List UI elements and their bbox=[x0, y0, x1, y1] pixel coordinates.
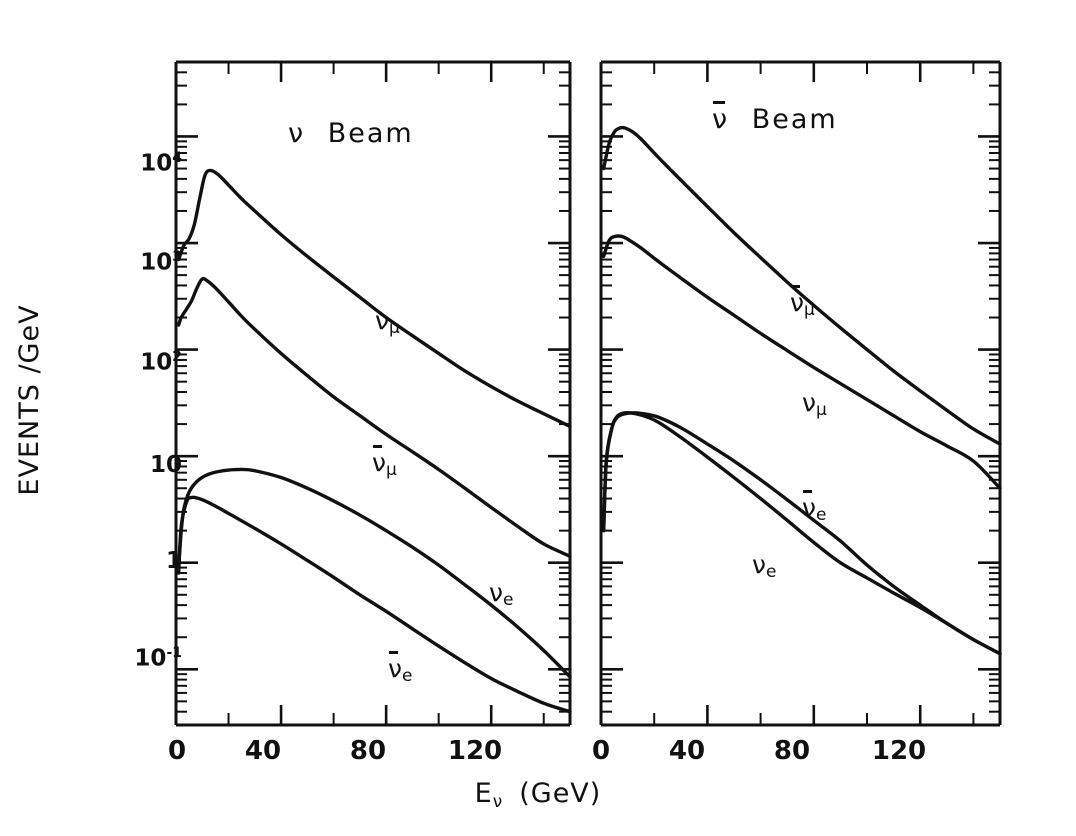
curve-nubar_e bbox=[176, 495, 572, 714]
y-tick-label-10e-1: 10-1 bbox=[134, 645, 182, 672]
curve-nubar_mu bbox=[176, 276, 572, 558]
curve-nu_e bbox=[176, 467, 572, 679]
x-tick-label-r-0: 0 bbox=[591, 736, 611, 766]
curve-label-nubar-mu-left: νμ bbox=[372, 445, 397, 480]
x-tick-label-l-40: 40 bbox=[244, 736, 282, 766]
x-tick-label-r-80: 80 bbox=[773, 736, 811, 766]
curve-nubar_mu bbox=[601, 125, 1002, 446]
curve-nu_mu bbox=[601, 234, 1002, 490]
x-tick-label-l-0: 0 bbox=[167, 736, 187, 766]
nu-symbol: ν bbox=[288, 118, 306, 149]
panel-nubar-beam bbox=[599, 60, 1002, 727]
x-axis-title: Eν (GeV) bbox=[0, 778, 1076, 812]
beam-word: Beam bbox=[751, 104, 838, 135]
curve-nu_mu bbox=[176, 168, 572, 429]
x-tick-label-l-120: 120 bbox=[447, 736, 503, 766]
panel-nu-beam bbox=[174, 60, 572, 727]
curve-label-nu-e-left: νe bbox=[489, 578, 514, 610]
curve-label-nubar-e-left: νe bbox=[388, 651, 412, 686]
panel-title-nubar-beam: ν Beam bbox=[712, 101, 838, 135]
x-tick-label-l-80: 80 bbox=[349, 736, 387, 766]
beam-word: Beam bbox=[327, 118, 414, 149]
curve-label-nu-e-right: νe bbox=[752, 550, 777, 582]
panel-title-nu-beam: ν Beam bbox=[288, 118, 414, 149]
x-axis-title-symbol: E bbox=[474, 778, 493, 809]
x-axis-title-sub: ν bbox=[492, 792, 504, 812]
x-tick-label-r-120: 120 bbox=[871, 736, 927, 766]
curve-nu_e bbox=[601, 410, 1002, 656]
nubar-symbol: ν bbox=[712, 101, 729, 135]
x-tick-label-r-40: 40 bbox=[668, 736, 706, 766]
curve-label-nu-mu-right: νμ bbox=[802, 388, 827, 420]
x-axis-title-unit: (GeV) bbox=[519, 778, 602, 809]
